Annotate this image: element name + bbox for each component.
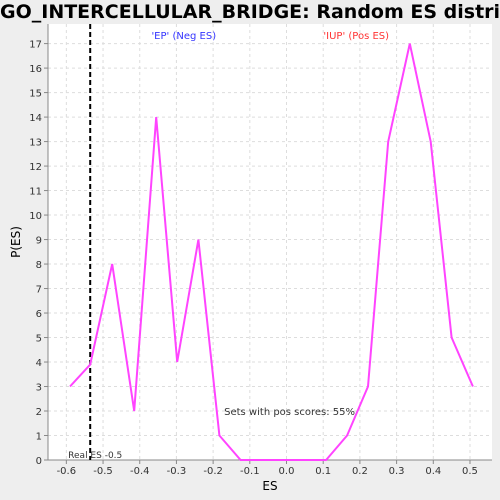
real-es-label: Real ES -0.5	[68, 451, 122, 461]
y-tick-label: 7	[36, 285, 42, 296]
y-tick-label: 3	[36, 383, 42, 394]
x-tick-label: 0.2	[352, 466, 368, 477]
y-tick-label: 0	[36, 456, 42, 467]
x-tick-label: 0.4	[425, 466, 441, 477]
pos-es-label: 'IUP' (Pos ES)	[323, 31, 389, 42]
x-tick-label: -0.2	[203, 466, 223, 477]
y-axis-label: P(ES)	[9, 226, 23, 258]
x-tick-label: 0.1	[315, 466, 331, 477]
y-tick-label: 4	[36, 358, 42, 369]
y-tick-label: 12	[29, 162, 42, 173]
x-tick-label: 0.5	[462, 466, 478, 477]
chart-title: GO_INTERCELLULAR_BRIDGE: Random ES distr…	[0, 1, 500, 23]
x-tick-label: 0.3	[389, 466, 405, 477]
y-tick-label: 13	[29, 138, 42, 149]
y-tick-label: 10	[29, 211, 42, 222]
y-tick-label: 2	[36, 407, 42, 418]
x-tick-label: -0.6	[57, 466, 77, 477]
x-tick-label: -0.4	[130, 466, 150, 477]
y-tick-label: 17	[29, 40, 42, 51]
x-tick-label: 0.0	[279, 466, 295, 477]
x-tick-label: -0.5	[93, 466, 113, 477]
y-tick-label: 14	[29, 113, 42, 124]
es-distribution-line	[69, 43, 474, 461]
x-axis-ticks: -0.6 -0.5 -0.4 -0.3 -0.2 -0.1 0.0 0.1 0.2 0.3 0.4 0…	[57, 460, 478, 477]
y-tick-label: 9	[36, 236, 42, 247]
plot-area	[48, 24, 492, 460]
y-tick-label: 15	[29, 89, 42, 100]
x-tick-label: -0.3	[167, 466, 187, 477]
x-tick-label: -0.1	[240, 466, 260, 477]
y-tick-label: 16	[29, 64, 42, 75]
y-tick-label: 5	[36, 334, 42, 345]
y-tick-label: 1	[36, 432, 42, 443]
pos-scores-annotation: Sets with pos scores: 55%	[224, 407, 355, 418]
neg-es-label: 'EP' (Neg ES)	[151, 31, 216, 42]
y-tick-label: 6	[36, 309, 42, 320]
y-tick-label: 11	[29, 187, 42, 198]
x-axis-label: ES	[262, 479, 277, 493]
y-tick-label: 8	[36, 260, 42, 271]
